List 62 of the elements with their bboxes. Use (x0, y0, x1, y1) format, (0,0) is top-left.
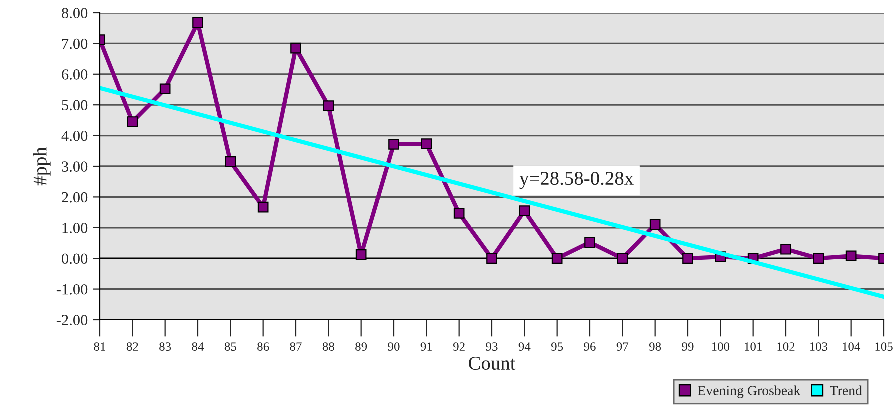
point (225, 156, 236, 168)
x-tick-label: 81 (94, 342, 106, 352)
x-tick-label: 103 (810, 342, 828, 352)
point (160, 84, 171, 95)
point (454, 208, 465, 219)
x-tick-label: 100 (712, 342, 730, 352)
x-tick-label: 95 (551, 342, 564, 352)
y-tick-label: 4.00 (62, 130, 88, 142)
y-tick-label: 2.00 (62, 192, 88, 203)
point (682, 253, 694, 264)
y-tick-label: -2.00 (56, 315, 88, 326)
x-tick-label: 94 (518, 342, 531, 352)
x-tick-label: 101 (745, 342, 762, 352)
x-tick-label: 92 (453, 342, 465, 352)
point (584, 237, 596, 248)
y-tick-label: 3.00 (62, 162, 88, 172)
y-tick-label: 8.00 (62, 8, 88, 19)
x-tick-label: 87 (290, 342, 302, 352)
y-tick-label: 0.00 (62, 254, 88, 264)
point (846, 250, 857, 262)
legend-label: Trend (830, 386, 862, 396)
legend-label: Evening Grosbeak (698, 386, 801, 398)
y-axis-title: #pph (33, 147, 51, 186)
y-tick-label: 5.00 (62, 100, 88, 111)
point (650, 219, 661, 230)
x-tick-label: 96 (584, 342, 596, 352)
x-tick-label: 104 (843, 342, 861, 352)
point (519, 206, 530, 216)
x-tick-label: 99 (682, 342, 694, 352)
y-tick-label: -1.00 (56, 284, 88, 295)
x-tick-label: 93 (486, 342, 498, 352)
x-tick-label: 90 (388, 342, 400, 352)
x-axis-title: Count (469, 356, 516, 370)
point (813, 253, 824, 264)
point (780, 244, 792, 255)
point (486, 253, 498, 264)
y-tick-label: 1.00 (62, 223, 88, 234)
y-tick-label: 7.00 (62, 38, 88, 50)
point (127, 116, 138, 128)
x-tick-label: 82 (126, 342, 138, 352)
x-tick-label: 98 (649, 342, 662, 352)
point (617, 253, 628, 264)
x-tick-label: 91 (420, 342, 432, 352)
annotation: y=28.58-0.28x (520, 172, 634, 190)
point (290, 42, 302, 54)
x-tick-label: 85 (224, 342, 236, 352)
point (258, 202, 269, 213)
x-tick-label: 89 (356, 342, 368, 352)
point (388, 138, 400, 150)
x-tick-label: 86 (258, 342, 270, 352)
point (421, 138, 432, 150)
x-tick-label: 102 (778, 342, 795, 352)
point (192, 17, 204, 28)
point (323, 100, 334, 112)
x-tick-label: 105 (876, 342, 893, 352)
x-tick-label: 97 (616, 342, 629, 352)
x-tick-label: 88 (322, 342, 334, 352)
point (552, 253, 563, 264)
y-tick-label: 6.00 (62, 70, 88, 80)
point (356, 250, 367, 260)
x-tick-label: 83 (160, 342, 172, 352)
x-tick-label: 84 (192, 342, 204, 352)
